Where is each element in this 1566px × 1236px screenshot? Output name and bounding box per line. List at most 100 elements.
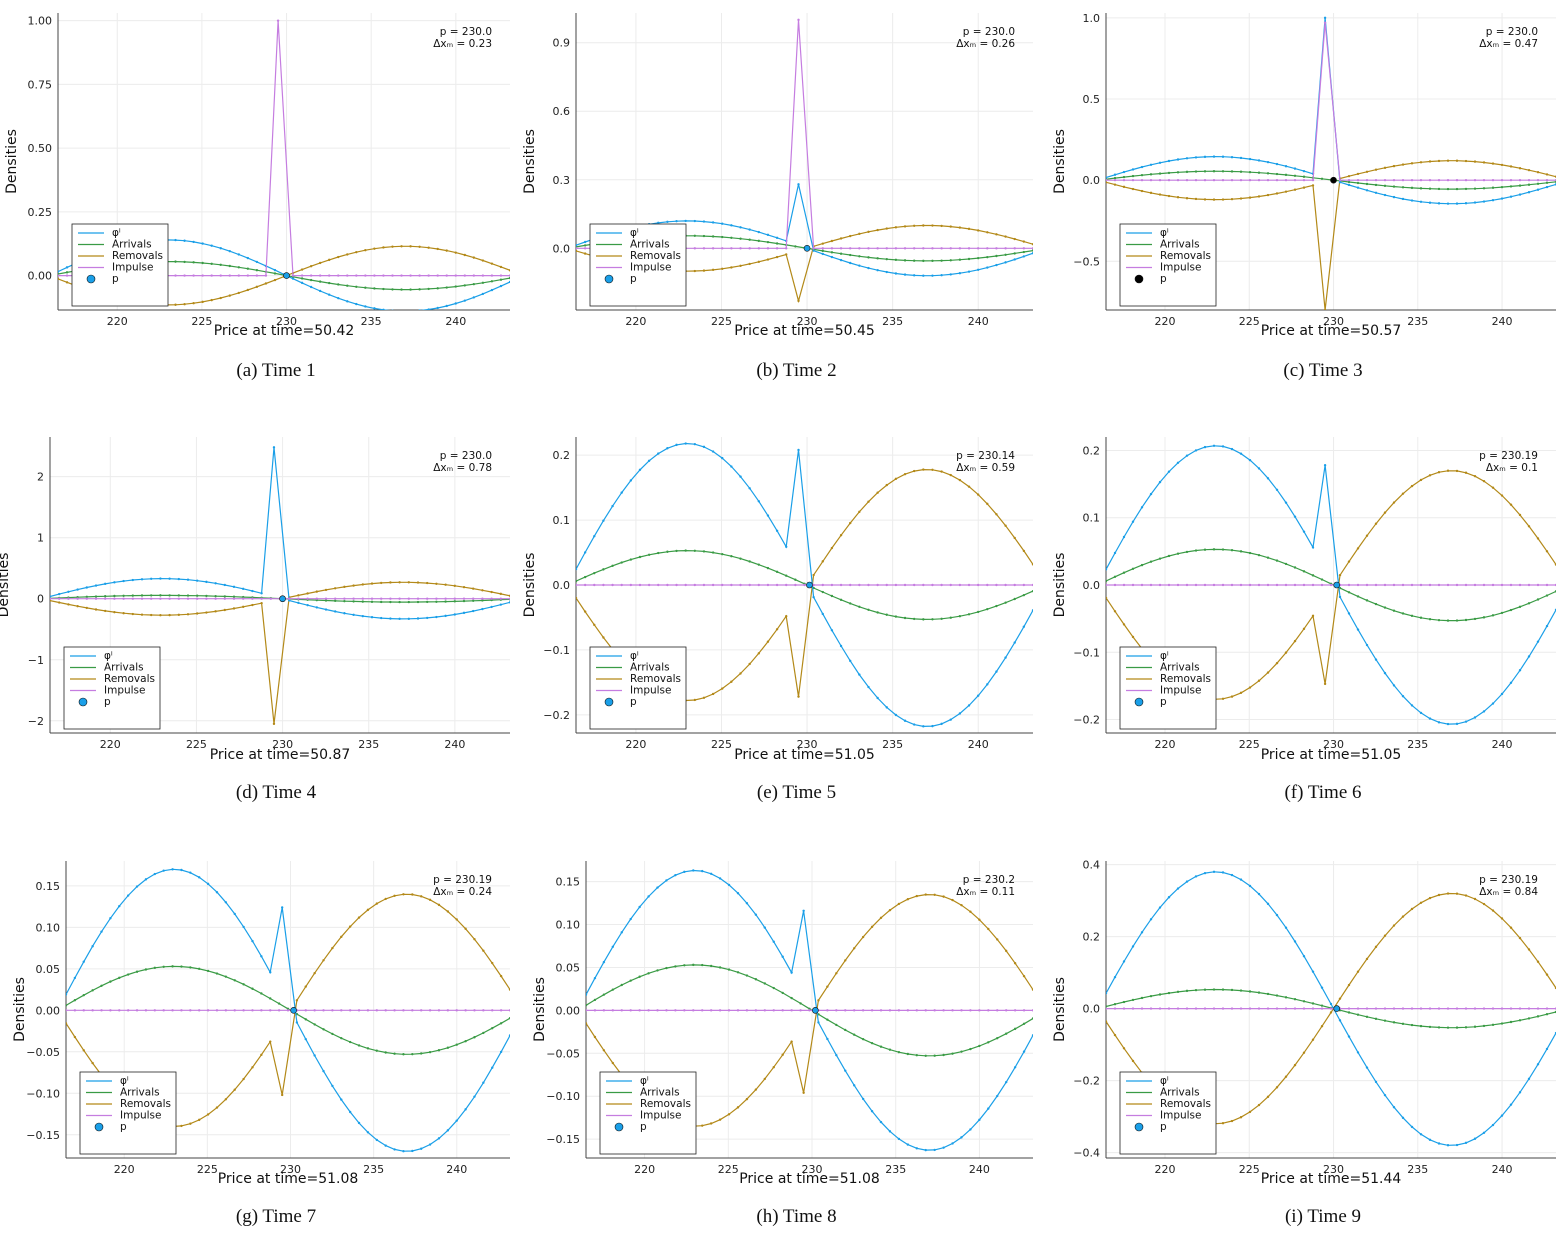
data-point-impulse (940, 583, 943, 587)
legend-label: Removals (1160, 673, 1211, 685)
data-point-arrivals (94, 595, 98, 598)
data-point-impulse (228, 274, 231, 277)
x-tick-label: 225 (1239, 1163, 1260, 1176)
data-point-removals (228, 294, 231, 297)
data-point-removals (1536, 537, 1540, 540)
data-point-impulse (1536, 1007, 1540, 1010)
data-point-phi (473, 1095, 476, 1098)
data-point-arrivals (131, 594, 134, 597)
legend-marker (614, 1122, 624, 1132)
data-point-phi (324, 608, 328, 611)
data-point-removals (206, 1113, 210, 1116)
data-point-phi (711, 450, 715, 453)
data-point-arrivals (242, 595, 245, 599)
price-marker (1333, 581, 1341, 589)
data-point-removals (445, 249, 448, 252)
data-point-arrivals (666, 550, 669, 553)
y-tick-label: 0.6 (553, 105, 571, 118)
data-point-removals (242, 1077, 245, 1081)
legend-marker (86, 274, 96, 284)
data-point-removals (1500, 494, 1504, 497)
data-point-impulse (986, 583, 989, 587)
x-tick-label: 220 (107, 315, 128, 328)
x-tick-label: 240 (444, 738, 465, 751)
data-point-impulse (174, 274, 177, 277)
data-point-phi (1500, 197, 1504, 200)
data-point-impulse (772, 1009, 775, 1012)
legend-label: Impulse (640, 1110, 682, 1122)
data-point-removals (1221, 1122, 1225, 1125)
data-point-arrivals (958, 258, 962, 261)
chart-panel-7: 220 225 230 235 240−0.15−0.10−0.050.000.050.… (12, 861, 510, 1227)
panel-caption: (f) Time 6 (1284, 782, 1361, 803)
data-point-removals (1221, 697, 1225, 701)
data-point-phi (620, 931, 623, 934)
legend-label: p (112, 273, 119, 285)
data-point-arrivals (1106, 1005, 1108, 1008)
data-point-removals (730, 266, 733, 269)
data-point-arrivals (1266, 556, 1270, 559)
data-point-arrivals (1365, 599, 1369, 602)
data-point-arrivals (879, 1045, 883, 1048)
data-point-impulse (300, 274, 304, 277)
series-line-impulse (576, 19, 1033, 249)
data-point-impulse (853, 1009, 856, 1012)
data-point-arrivals (426, 600, 429, 604)
data-point-phi (593, 976, 597, 980)
price-marker (1333, 1005, 1341, 1012)
data-point-removals (1257, 1103, 1261, 1107)
data-point-impulse (683, 1009, 686, 1012)
data-point-phi (251, 589, 254, 593)
data-point-arrivals (1383, 1019, 1387, 1022)
data-point-impulse (978, 1009, 981, 1012)
data-point-impulse (1545, 178, 1549, 182)
data-point-removals (976, 229, 980, 232)
data-point-removals (1437, 471, 1441, 474)
data-point-phi (1437, 1142, 1441, 1145)
data-point-impulse (1257, 583, 1261, 587)
data-point-impulse (455, 1009, 458, 1012)
data-point-removals (246, 288, 250, 292)
data-point-impulse (223, 597, 226, 600)
series-line-removals (1106, 160, 1556, 310)
data-point-removals (1031, 243, 1033, 246)
annotation-price: p = 230.0 (440, 450, 492, 462)
data-point-removals (1013, 536, 1016, 540)
data-point-impulse (821, 247, 824, 250)
data-point-removals (370, 582, 374, 585)
y-axis-label: Densities (522, 129, 538, 194)
data-point-phi (867, 685, 870, 689)
data-point-impulse (736, 1009, 740, 1012)
x-tick-label: 220 (1154, 315, 1175, 328)
data-point-arrivals (602, 568, 605, 571)
legend-marker (604, 697, 614, 707)
data-point-arrivals (1113, 176, 1117, 180)
data-point-impulse (1500, 178, 1504, 182)
y-tick-label: −0.05 (26, 1046, 60, 1059)
data-point-arrivals (1257, 991, 1261, 994)
data-point-removals (334, 587, 337, 590)
data-point-arrivals (416, 600, 420, 604)
data-point-impulse (122, 597, 125, 600)
x-tick-label: 240 (1492, 1163, 1513, 1176)
data-point-removals (1302, 186, 1306, 189)
data-point-arrivals (1113, 1003, 1117, 1006)
data-point-impulse (1365, 178, 1369, 182)
data-point-arrivals (189, 966, 192, 969)
data-point-arrivals (205, 594, 208, 598)
data-point-phi (418, 309, 421, 310)
data-point-impulse (576, 583, 578, 587)
data-point-removals (490, 262, 494, 265)
data-point-phi (251, 939, 254, 943)
data-point-phi (1302, 954, 1306, 958)
data-point-impulse (499, 597, 502, 600)
data-point-removals (1437, 893, 1441, 897)
data-point-phi (370, 616, 374, 619)
data-point-removals (1311, 184, 1315, 187)
data-point-impulse (1004, 247, 1007, 250)
data-point-removals (237, 291, 240, 295)
data-point-phi (246, 256, 250, 260)
data-point-phi (1329, 1002, 1333, 1006)
